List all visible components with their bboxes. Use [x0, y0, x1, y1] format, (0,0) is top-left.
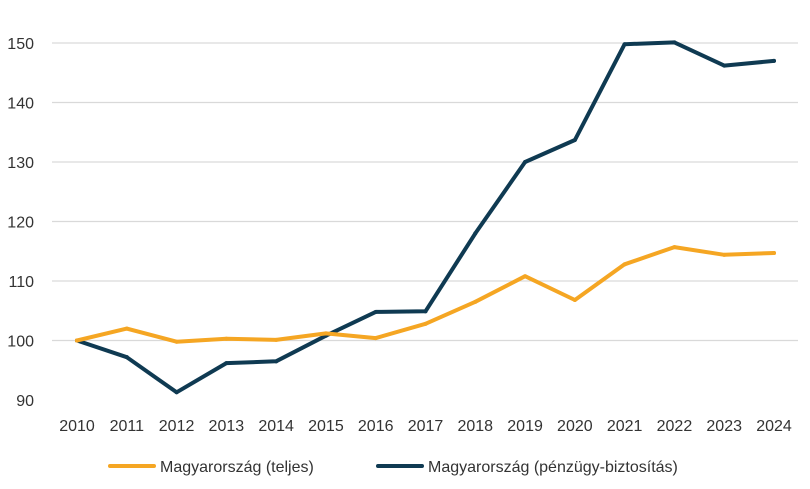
legend-label-0: Magyarország (teljes): [160, 459, 314, 476]
legend-label-1: Magyarország (pénzügy-biztosítás): [428, 459, 678, 476]
data-point: [174, 390, 179, 395]
data-point: [622, 262, 627, 267]
x-tick-label: 2012: [159, 418, 195, 435]
data-point: [124, 326, 129, 331]
y-tick-label: 150: [7, 36, 34, 53]
data-point: [423, 321, 428, 326]
gridlines: [52, 42, 798, 342]
x-tick-label: 2023: [706, 418, 742, 435]
data-point: [473, 231, 478, 236]
data-point: [722, 63, 727, 68]
data-point: [572, 298, 577, 303]
x-axis-ticks: 2010 2011 2012 2013 2014 2015 2016 2017 2018 2019…: [59, 418, 792, 435]
data-point: [523, 274, 528, 279]
data-point: [572, 137, 577, 142]
x-tick-label: 2024: [756, 418, 792, 435]
series-group: [75, 40, 776, 395]
y-tick-label: 100: [7, 334, 34, 351]
x-tick-label: 2022: [657, 418, 693, 435]
x-tick-label: 2015: [308, 418, 344, 435]
data-point: [274, 359, 279, 364]
data-point: [75, 338, 79, 343]
series-line-0: [75, 245, 776, 344]
data-point: [772, 251, 776, 256]
y-tick-label: 120: [7, 215, 34, 232]
x-tick-label: 2021: [607, 418, 643, 435]
y-tick-label: 140: [7, 96, 34, 113]
x-tick-label: 2017: [408, 418, 444, 435]
data-point: [672, 40, 677, 45]
data-point: [274, 337, 279, 342]
y-axis-ticks: 90 100 110 120 130 140 150: [7, 36, 34, 410]
data-point: [772, 58, 776, 63]
y-tick-label: 130: [7, 155, 34, 172]
data-point: [323, 331, 328, 336]
y-tick-label: 110: [8, 274, 34, 291]
data-point: [373, 336, 378, 341]
x-tick-label: 2010: [59, 418, 95, 435]
data-point: [622, 42, 627, 47]
data-point: [722, 252, 727, 257]
x-tick-label: 2019: [507, 418, 543, 435]
x-tick-label: 2018: [457, 418, 493, 435]
data-point: [224, 336, 229, 341]
data-point: [124, 355, 129, 360]
data-point: [224, 361, 229, 366]
x-tick-label: 2020: [557, 418, 593, 435]
data-point: [523, 160, 528, 164]
x-tick-label: 2013: [209, 418, 245, 435]
data-point: [174, 339, 179, 344]
x-tick-label: 2016: [358, 418, 394, 435]
data-point: [473, 299, 478, 304]
y-tick-label: 90: [16, 393, 34, 410]
data-point: [373, 309, 378, 314]
legend: Magyarország (teljes) Magyarország (pénzü…: [108, 459, 678, 476]
data-point: [672, 245, 677, 250]
x-tick-label: 2011: [110, 418, 145, 435]
data-point: [423, 309, 428, 314]
x-tick-label: 2014: [258, 418, 294, 435]
